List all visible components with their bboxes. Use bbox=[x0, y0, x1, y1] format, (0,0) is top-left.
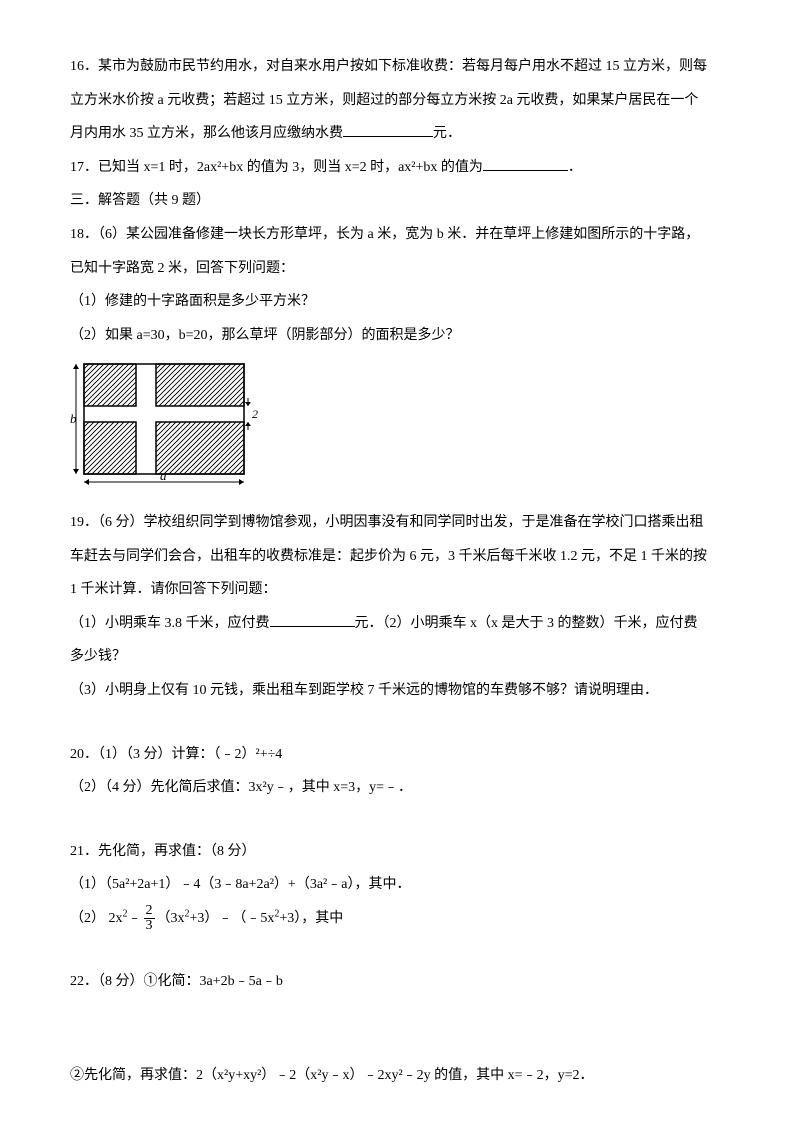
q18-line1: 18．（6）某公园准备修建一块长方形草坪，长为 a 米，宽为 b 米．并在草坪上… bbox=[70, 218, 730, 252]
q18-diagram: 2 b a bbox=[70, 356, 730, 502]
q21-line1: 21．先化简，再求值：（8 分） bbox=[70, 835, 730, 869]
frac-num: 2 bbox=[144, 904, 155, 919]
q18-p2: （2）如果 a=30，b=20，那么草坪（阴影部分）的面积是多少？ bbox=[70, 319, 730, 353]
q21-e1: 2x bbox=[109, 911, 123, 926]
q22-line2: ②先化简，再求值：2（x²y+xy²）﹣2（x²y﹣x）﹣2xy²﹣2y 的值，… bbox=[70, 1059, 730, 1093]
q22-line1: 22．（8 分）①化简：3a+2b﹣5a﹣b bbox=[70, 965, 730, 999]
q16-line3: 月内用水 35 立方米，那么他该月应缴纳水费 元． bbox=[70, 117, 730, 151]
q16-line3-a: 月内用水 35 立方米，那么他该月应缴纳水费 bbox=[70, 126, 343, 141]
q21-e3: +3）﹣（﹣5x bbox=[190, 911, 275, 926]
q19-line1: 19．（6 分）学校组织同学到博物馆参观，小明因事没有和同学同时出发，于是准备在… bbox=[70, 506, 730, 540]
q20-line2: （2）（4 分）先化简后求值：3x²y﹣，其中 x=3，y=﹣． bbox=[70, 771, 730, 805]
q17-line1-a: 17．已知当 x=1 时，2ax²+bx 的值为 3，则当 x=2 时，ax²+… bbox=[70, 160, 483, 175]
q19-p1c: 多少钱？ bbox=[70, 640, 730, 674]
svg-text:2: 2 bbox=[252, 407, 258, 421]
q16-line2: 立方米水价按 a 元收费；若超过 15 立方米，则超过的部分每立方米按 2a 元… bbox=[70, 84, 730, 118]
q17-line1-b: ． bbox=[568, 160, 582, 175]
svg-text:a: a bbox=[160, 468, 167, 483]
q21-p1: （1）（5a²+2a+1）﹣4（3﹣8a+2a²）+（3a²﹣a），其中． bbox=[70, 868, 730, 902]
q20-line1: 20．（1）（3 分）计算：（﹣2）²+÷4 bbox=[70, 738, 730, 772]
q18-p1: （1）修建的十字路面积是多少平方米？ bbox=[70, 285, 730, 319]
spacer bbox=[70, 935, 730, 965]
blank-fill bbox=[343, 122, 433, 137]
q21-p2: （2） 2x2﹣23（3x2+3）﹣（﹣5x2+3），其中 bbox=[70, 902, 730, 936]
q19-line2: 车赶去与同学们会合，出租车的收费标准是：起步价为 6 元，3 千米后每千米收 1… bbox=[70, 540, 730, 574]
q19-p3: （3）小明身上仅有 10 元钱，乘出租车到距学校 7 千米远的博物馆的车费够不够… bbox=[70, 674, 730, 708]
q16-line1: 16．某市为鼓励市民节约用水，对自来水用户按如下标准收费：若每月每户用水不超过 … bbox=[70, 50, 730, 84]
frac-den: 3 bbox=[144, 919, 155, 933]
q19-p1-a: （1）小明乘车 3.8 千米，应付费 bbox=[70, 616, 270, 631]
q18-line2: 已知十字路宽 2 米，回答下列问题： bbox=[70, 252, 730, 286]
document-page: 16．某市为鼓励市民节约用水，对自来水用户按如下标准收费：若每月每户用水不超过 … bbox=[0, 0, 800, 1132]
q21-e4: +3），其中 bbox=[279, 911, 343, 926]
q21-minus: ﹣ bbox=[128, 911, 142, 926]
cross-road-svg: 2 b a bbox=[70, 356, 260, 488]
spacer-big bbox=[70, 999, 730, 1059]
q19-p1-b: 元．（2）小明乘车 x（x 是大于 3 的整数）千米，应付费 bbox=[355, 616, 698, 631]
blank-fill bbox=[270, 612, 355, 627]
blank-fill bbox=[483, 156, 568, 171]
svg-text:b: b bbox=[70, 411, 77, 426]
q21-p2-a: （2） bbox=[70, 911, 105, 926]
q19-line3: 1 千米计算．请你回答下列问题： bbox=[70, 573, 730, 607]
q21-e2: （3x bbox=[157, 911, 185, 926]
fraction-2-3: 23 bbox=[144, 904, 155, 933]
spacer bbox=[70, 708, 730, 738]
q17-line1: 17．已知当 x=1 时，2ax²+bx 的值为 3，则当 x=2 时，ax²+… bbox=[70, 151, 730, 185]
q19-p1: （1）小明乘车 3.8 千米，应付费 元．（2）小明乘车 x（x 是大于 3 的整… bbox=[70, 607, 730, 641]
spacer bbox=[70, 805, 730, 835]
q16-line3-b: 元． bbox=[433, 126, 461, 141]
section3-title: 三．解答题（共 9 题） bbox=[70, 184, 730, 218]
